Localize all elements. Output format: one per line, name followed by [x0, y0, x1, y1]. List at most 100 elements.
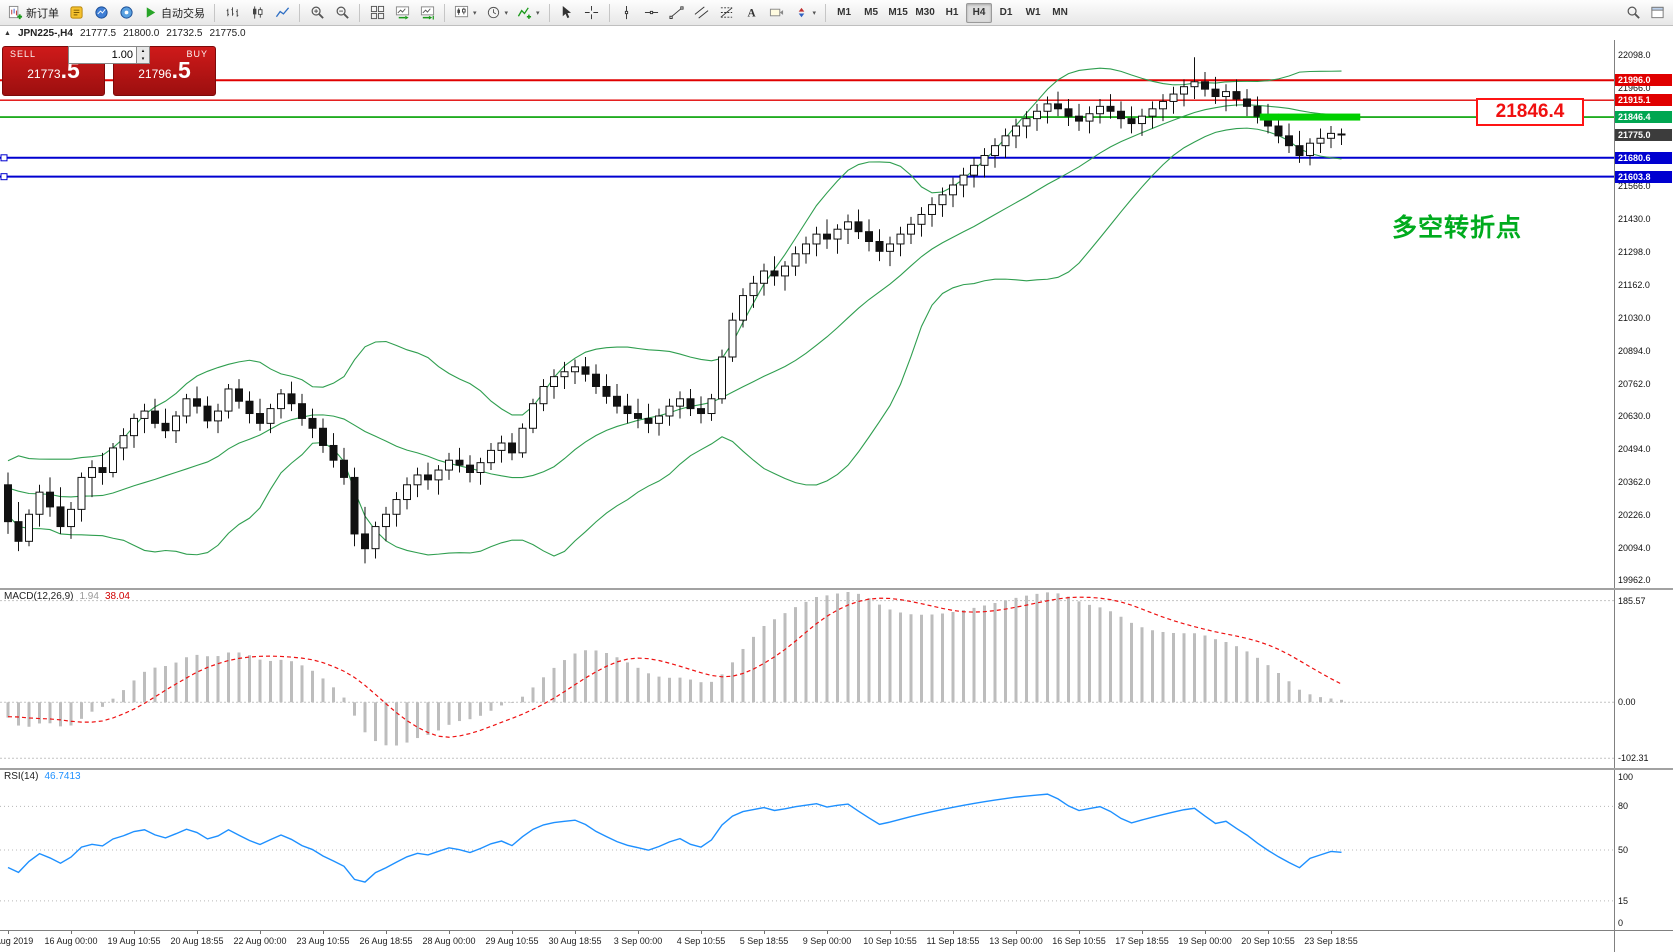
- candle: [1306, 142, 1314, 156]
- text-label-button[interactable]: [765, 2, 789, 24]
- indicators-icon: [517, 5, 532, 20]
- one-click-trading-panel: SELL 21773.5 BUY 21796.5 ▴ ▾: [2, 46, 216, 96]
- macd-panel[interactable]: MACD(12,26,9) 1.94 38.04: [0, 590, 1615, 768]
- sell-button[interactable]: SELL 21773.5: [2, 46, 105, 96]
- chart-shift-button[interactable]: [415, 2, 439, 24]
- line-handle[interactable]: [0, 173, 8, 181]
- new-chart-icon: [454, 5, 469, 20]
- profiles-button[interactable]: ▾: [482, 2, 513, 24]
- macd-chart[interactable]: [0, 590, 1614, 768]
- timeframe-button-m1[interactable]: M1: [831, 3, 857, 23]
- price-scale[interactable]: 22098.0 21966.0 21566.0 21430.0 21298.0 21162…: [1615, 40, 1673, 588]
- price-tick-label: 20630.0: [1618, 410, 1651, 421]
- macd-label: MACD(12,26,9) 1.94 38.04: [4, 591, 130, 602]
- candle: [697, 408, 705, 415]
- auto-scroll-button[interactable]: [390, 2, 414, 24]
- toolbar-separator: [214, 3, 215, 22]
- fibonacci-button[interactable]: [715, 2, 739, 24]
- rsi-panel[interactable]: RSI(14) 46.7413: [0, 770, 1615, 930]
- timeframe-button-mn[interactable]: MN: [1047, 3, 1073, 23]
- date-label: 3 Sep 00:00: [613, 936, 663, 946]
- timeframe-button-d1[interactable]: D1: [993, 3, 1019, 23]
- channel-button[interactable]: [690, 2, 714, 24]
- line-chart-button[interactable]: [270, 2, 294, 24]
- candle: [1117, 110, 1125, 120]
- crosshair-icon: [584, 5, 599, 20]
- date-label: 11 Sep 18:55: [926, 936, 980, 946]
- sell-price: 21773.5: [27, 57, 80, 83]
- price-tick-label: 19962.0: [1618, 575, 1651, 586]
- bollinger-middle-band: [7, 104, 1342, 498]
- candle: [1127, 118, 1136, 125]
- text-button[interactable]: A: [740, 2, 764, 24]
- date-label: 22 Aug 00:00: [233, 936, 287, 946]
- metaeditor-button[interactable]: [64, 2, 88, 24]
- zoom-in-button[interactable]: [305, 2, 329, 24]
- new-window-button[interactable]: [1645, 2, 1669, 24]
- rsi-chart[interactable]: [0, 770, 1614, 930]
- macd-scale[interactable]: 185.57 0.00 -102.31: [1615, 590, 1673, 768]
- time-axis[interactable]: 14 Aug 2019 16 Aug 00:00 19 Aug 10:55 20 Au…: [0, 931, 1615, 952]
- candle: [1222, 91, 1230, 98]
- candle: [529, 403, 537, 429]
- time-axis-tick: [260, 931, 261, 934]
- candle: [1064, 108, 1073, 117]
- candle: [886, 243, 894, 252]
- candle: [739, 295, 747, 321]
- timeframe-button-h4[interactable]: H4: [966, 2, 993, 23]
- candle: [875, 241, 884, 252]
- autotrading-button[interactable]: 自动交易: [139, 2, 209, 24]
- candle: [413, 474, 422, 486]
- timeframe-button-w1[interactable]: W1: [1020, 3, 1046, 23]
- crosshair-button[interactable]: [580, 2, 604, 24]
- price-badge: 21996.0: [1615, 74, 1672, 87]
- timeframe-button-m30[interactable]: M30: [912, 3, 938, 23]
- timeframe-button-m15[interactable]: M15: [885, 3, 911, 23]
- new-order-button[interactable]: 新订单: [4, 2, 63, 24]
- zoom-out-button[interactable]: [330, 2, 354, 24]
- candle: [56, 506, 65, 528]
- svg-text:A: A: [747, 7, 756, 19]
- date-label: 23 Sep 18:55: [1304, 936, 1358, 946]
- vertical-line-button[interactable]: [615, 2, 639, 24]
- candlestick-chart-button[interactable]: [245, 2, 269, 24]
- candle: [466, 464, 474, 474]
- candle: [98, 467, 107, 474]
- candle: [844, 221, 852, 230]
- candle: [382, 513, 390, 528]
- tile-windows-button[interactable]: [365, 2, 389, 24]
- arrows-button[interactable]: ▾: [790, 2, 821, 24]
- navigator-button[interactable]: [114, 2, 138, 24]
- indicators-button[interactable]: ▾: [513, 2, 544, 24]
- candlestick-chart[interactable]: [0, 40, 1614, 588]
- line-handle[interactable]: [0, 154, 8, 162]
- toolbar-separator: [359, 3, 360, 22]
- candle: [14, 521, 23, 542]
- candle: [1274, 125, 1283, 137]
- market-watch-button[interactable]: [89, 2, 113, 24]
- rsi-scale[interactable]: 100 80 50 15 0: [1615, 770, 1673, 930]
- candle: [371, 526, 380, 550]
- price-tick-label: 21162.0: [1618, 280, 1650, 291]
- candle: [224, 388, 233, 412]
- main-chart-panel[interactable]: SELL 21773.5 BUY 21796.5 ▴ ▾: [0, 40, 1615, 588]
- new-chart-button[interactable]: ▾: [450, 2, 481, 24]
- trendline-button[interactable]: [665, 2, 689, 24]
- time-axis-tick: [1079, 931, 1080, 934]
- highlight-segment[interactable]: [1259, 113, 1361, 121]
- price-callout[interactable]: 21846.4: [1476, 98, 1584, 126]
- volume-down-button[interactable]: ▾: [137, 55, 149, 63]
- candle: [172, 415, 180, 432]
- volume-up-button[interactable]: ▴: [137, 47, 149, 55]
- ohlc-open: 21777.5: [79, 27, 117, 39]
- collapse-icon[interactable]: ▲: [4, 29, 11, 37]
- candle: [781, 265, 789, 277]
- turning-point-note[interactable]: 多空转折点: [1392, 214, 1523, 242]
- volume-input[interactable]: [68, 46, 137, 64]
- timeframe-button-h1[interactable]: H1: [939, 3, 965, 23]
- timeframe-button-m5[interactable]: M5: [858, 3, 884, 23]
- cursor-button[interactable]: [555, 2, 579, 24]
- bar-chart-button[interactable]: [220, 2, 244, 24]
- search-button[interactable]: [1621, 2, 1645, 24]
- horizontal-line-button[interactable]: [640, 2, 664, 24]
